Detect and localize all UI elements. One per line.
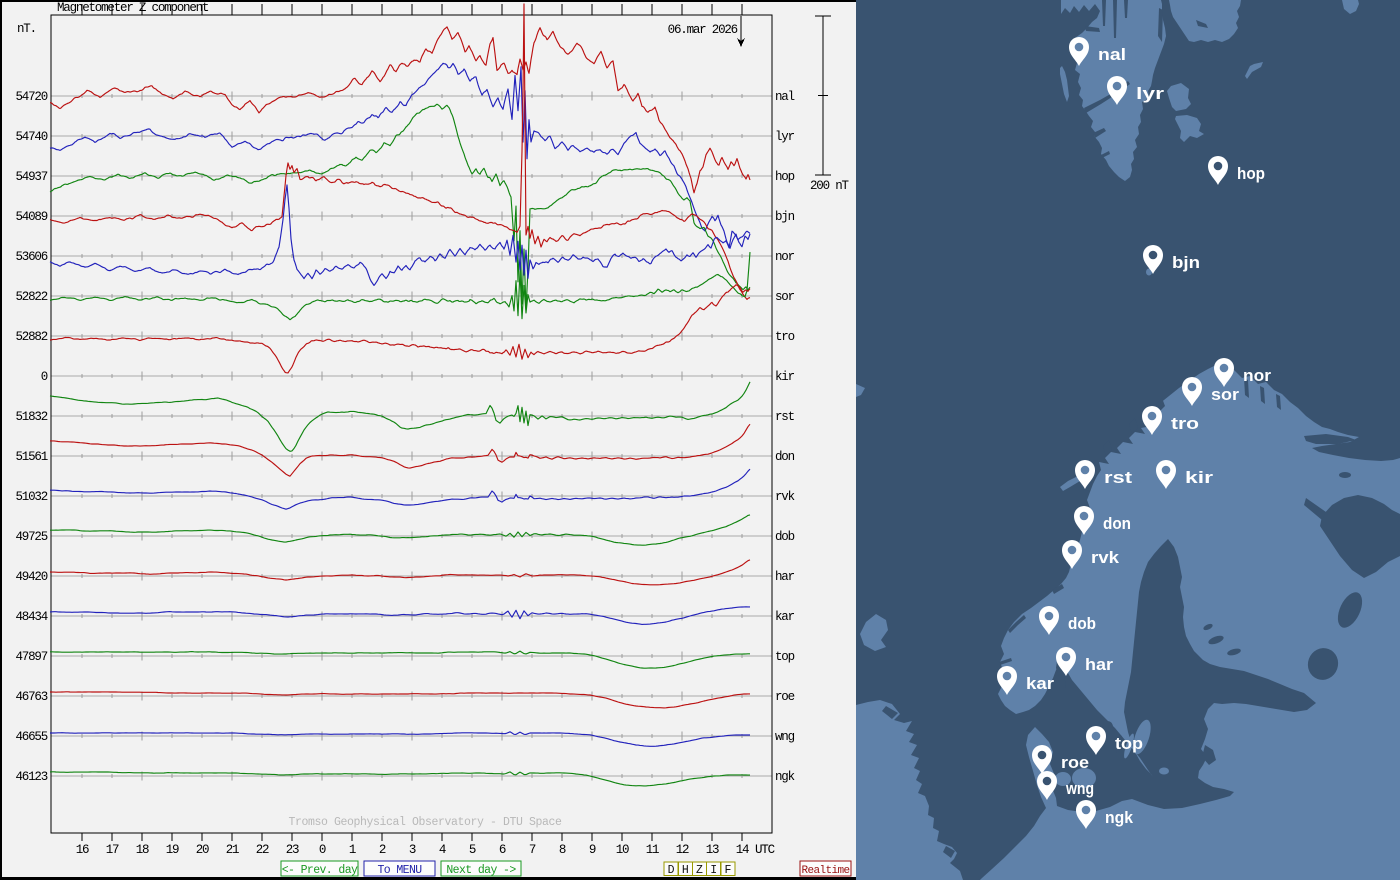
svg-text:bjn: bjn xyxy=(775,210,795,224)
svg-text:hop: hop xyxy=(1237,164,1265,183)
svg-text:ngk: ngk xyxy=(1105,808,1133,827)
svg-text:hop: hop xyxy=(775,170,795,184)
svg-text:nT.: nT. xyxy=(17,22,36,36)
svg-text:rst: rst xyxy=(775,410,795,424)
svg-text:4: 4 xyxy=(439,843,446,857)
svg-text:ngk: ngk xyxy=(775,770,795,784)
svg-text:sor: sor xyxy=(775,290,795,304)
svg-text:Z: Z xyxy=(696,864,703,877)
svg-text:roe: roe xyxy=(775,690,795,704)
svg-text:54740: 54740 xyxy=(15,130,47,144)
svg-text:19: 19 xyxy=(166,843,179,857)
svg-text:53606: 53606 xyxy=(15,250,47,264)
svg-text:nal: nal xyxy=(775,90,795,104)
svg-text:dob: dob xyxy=(775,530,795,544)
svg-text:7: 7 xyxy=(529,843,536,857)
svg-text:I: I xyxy=(710,864,717,877)
svg-text:12: 12 xyxy=(676,843,689,857)
svg-text:rst: rst xyxy=(1104,468,1132,487)
svg-text:48434: 48434 xyxy=(15,610,47,624)
svg-text:nor: nor xyxy=(1243,366,1271,385)
svg-text:nal: nal xyxy=(1098,45,1126,64)
svg-text:1: 1 xyxy=(349,843,356,857)
svg-text:49420: 49420 xyxy=(15,570,47,584)
svg-text:3: 3 xyxy=(409,843,416,857)
svg-text:11: 11 xyxy=(646,843,659,857)
svg-text:lyr: lyr xyxy=(1136,84,1165,103)
svg-text:nor: nor xyxy=(775,250,795,264)
svg-text:54720: 54720 xyxy=(15,90,47,104)
svg-text:To MENU: To MENU xyxy=(377,864,422,877)
svg-text:don: don xyxy=(1103,514,1131,533)
svg-text:49725: 49725 xyxy=(15,530,47,544)
svg-text:9: 9 xyxy=(589,843,596,857)
svg-text:har: har xyxy=(775,570,795,584)
svg-text:bjn: bjn xyxy=(1172,253,1200,272)
svg-text:Magnetometer Z component: Magnetometer Z component xyxy=(57,1,209,15)
svg-text:wng: wng xyxy=(1065,779,1094,798)
svg-text:har: har xyxy=(1085,655,1113,674)
svg-text:wng: wng xyxy=(775,730,795,744)
svg-text:tro: tro xyxy=(1171,414,1199,433)
svg-text:kir: kir xyxy=(775,370,795,384)
svg-text:47897: 47897 xyxy=(15,650,47,664)
svg-text:kar: kar xyxy=(775,610,795,624)
svg-text:21: 21 xyxy=(226,843,239,857)
svg-text:UTC: UTC xyxy=(755,843,775,857)
svg-text:46655: 46655 xyxy=(15,730,47,744)
svg-text:54937: 54937 xyxy=(15,170,47,184)
svg-text:51832: 51832 xyxy=(15,410,47,424)
svg-text:0: 0 xyxy=(319,843,326,857)
svg-text:Realtime: Realtime xyxy=(801,865,849,877)
svg-text:2: 2 xyxy=(379,843,386,857)
svg-text:14: 14 xyxy=(736,843,749,857)
svg-text:52882: 52882 xyxy=(15,330,47,344)
svg-text:23: 23 xyxy=(286,843,299,857)
svg-text:0: 0 xyxy=(41,370,48,384)
svg-text:roe: roe xyxy=(1061,753,1089,772)
svg-text:20: 20 xyxy=(196,843,209,857)
svg-text:13: 13 xyxy=(706,843,719,857)
svg-text:06.mar 2026: 06.mar 2026 xyxy=(668,23,738,37)
svg-text:<- Prev. day: <- Prev. day xyxy=(282,864,358,877)
svg-text:5: 5 xyxy=(469,843,476,857)
svg-text:16: 16 xyxy=(76,843,89,857)
svg-text:Next day ->: Next day -> xyxy=(446,864,516,877)
svg-text:kir: kir xyxy=(1185,468,1214,487)
svg-text:rvk: rvk xyxy=(775,490,795,504)
svg-text:kar: kar xyxy=(1026,674,1054,693)
svg-text:lyr: lyr xyxy=(775,130,795,144)
svg-text:22: 22 xyxy=(256,843,269,857)
svg-text:F: F xyxy=(724,864,731,877)
svg-text:top: top xyxy=(1115,734,1143,753)
svg-text:52822: 52822 xyxy=(15,290,47,304)
svg-text:H: H xyxy=(682,864,689,877)
svg-text:10: 10 xyxy=(616,843,629,857)
svg-text:dob: dob xyxy=(1068,614,1096,633)
svg-text:46763: 46763 xyxy=(15,690,47,704)
svg-text:don: don xyxy=(775,450,795,464)
svg-text:17: 17 xyxy=(106,843,119,857)
svg-text:51032: 51032 xyxy=(15,490,47,504)
svg-text:Tromso Geophysical Observatory: Tromso Geophysical Observatory - DTU Spa… xyxy=(288,816,562,829)
svg-text:200 nT: 200 nT xyxy=(810,179,850,193)
svg-text:tro: tro xyxy=(775,330,795,344)
svg-text:D: D xyxy=(668,864,675,877)
svg-text:rvk: rvk xyxy=(1091,548,1120,567)
svg-text:sor: sor xyxy=(1211,385,1239,404)
svg-text:6: 6 xyxy=(499,843,506,857)
svg-text:8: 8 xyxy=(559,843,566,857)
svg-text:46123: 46123 xyxy=(15,770,47,784)
svg-text:18: 18 xyxy=(136,843,149,857)
svg-text:51561: 51561 xyxy=(15,450,47,464)
svg-text:54089: 54089 xyxy=(15,210,47,224)
svg-text:top: top xyxy=(775,650,795,664)
